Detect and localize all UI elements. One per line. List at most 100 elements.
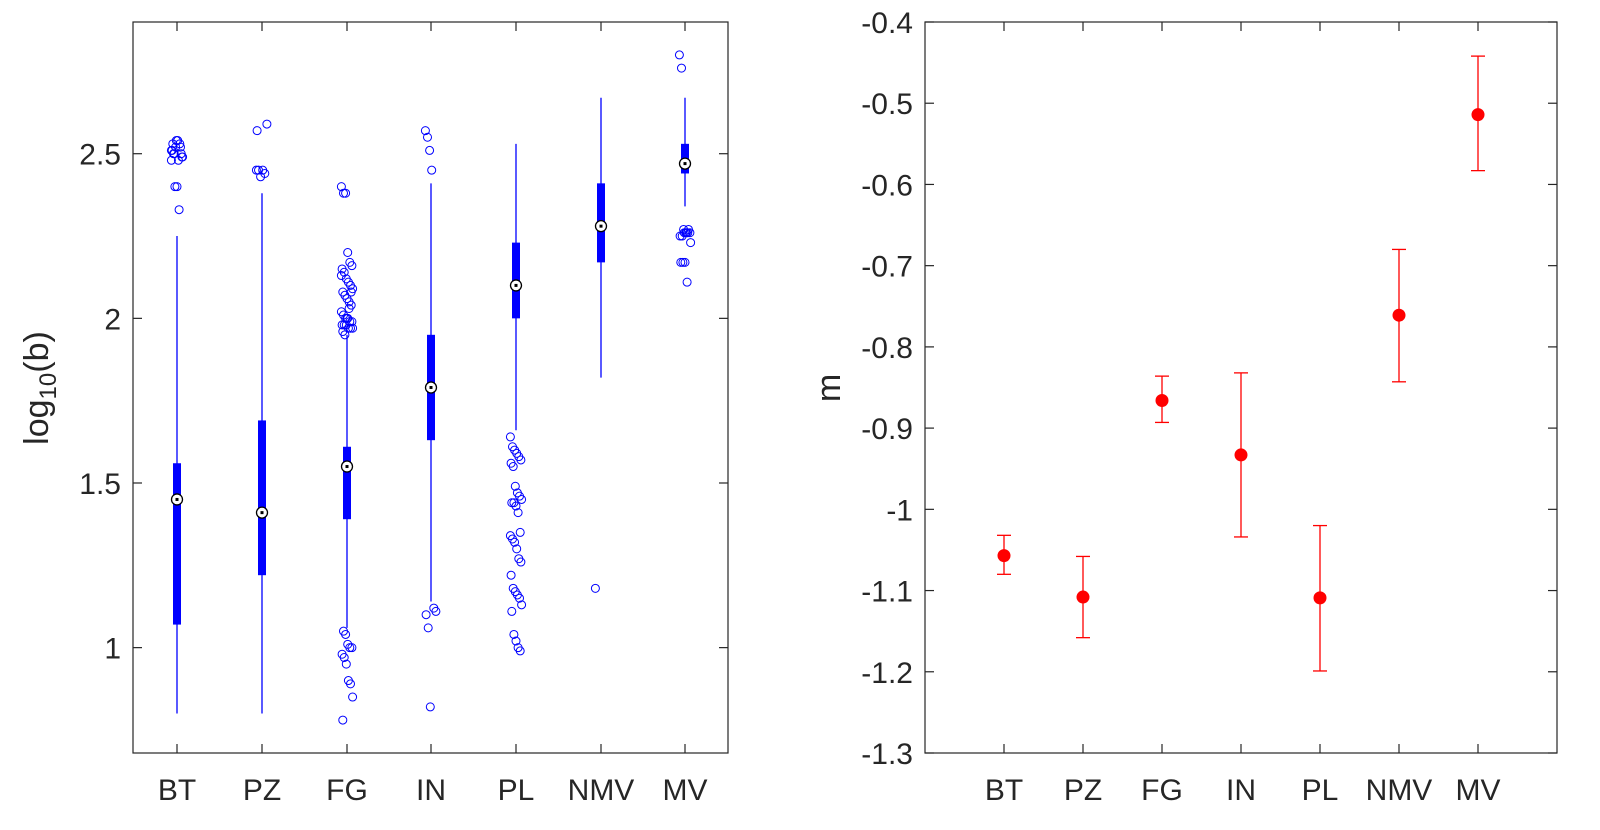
box: [173, 463, 181, 625]
outlier: [423, 623, 433, 633]
outlier: [346, 323, 355, 333]
x-tick-label: IN: [1226, 774, 1256, 807]
outlier: [423, 132, 432, 142]
outlier: [510, 481, 520, 491]
outlier: [516, 557, 526, 567]
box: [343, 446, 351, 520]
outlier: [336, 271, 346, 281]
outlier: [517, 494, 527, 504]
outlier: [674, 50, 684, 60]
outlier: [336, 182, 346, 192]
y-tick-label: 2: [104, 303, 121, 336]
outlier: [678, 257, 688, 267]
data-point: [1155, 393, 1169, 407]
outlier: [686, 238, 696, 248]
outlier: [509, 629, 519, 639]
outlier: [517, 600, 527, 610]
y-tick-label: -0.4: [861, 7, 913, 40]
box: [258, 420, 266, 576]
outlier: [346, 679, 355, 689]
y-tick-label: -1.3: [861, 738, 913, 771]
outlier: [170, 182, 180, 192]
log-b-boxplot: log10(b) 1 1.5 2 2.5 BT PZ FG IN PL NMV MV: [18, 21, 729, 807]
x-tick-label: PL: [1302, 774, 1339, 807]
y-tick-label: -0.5: [861, 88, 913, 121]
x-tick-label: BT: [158, 774, 196, 807]
outlier: [347, 643, 357, 653]
outlier: [341, 629, 351, 639]
outlier: [340, 330, 350, 340]
outlier: [339, 653, 349, 663]
outlier: [341, 188, 351, 198]
data-point: [997, 549, 1011, 563]
median-dot: [683, 162, 687, 166]
m-errorbar-plot: m -1.3 -1.2 -1.1 -1 -0.9 -0.8 -0.7 -0.6 -0.5 -0.4…: [810, 7, 1558, 807]
outlier: [174, 205, 184, 215]
outlier: [512, 544, 522, 554]
outlier: [260, 168, 270, 178]
data-point: [1313, 591, 1327, 605]
x-tick-label: PZ: [1064, 774, 1102, 807]
outlier: [420, 126, 430, 136]
outlier: [427, 165, 437, 175]
y-tick-label: -0.8: [861, 332, 913, 365]
outlier: [505, 432, 515, 442]
outlier: [176, 142, 185, 152]
outlier: [506, 570, 516, 580]
x-tick-label: PZ: [243, 774, 281, 807]
outlier: [344, 303, 354, 313]
outlier: [166, 145, 176, 155]
outlier: [684, 224, 693, 234]
outlier: [511, 501, 521, 511]
outlier: [590, 583, 600, 593]
y-axis-label-subscript: 10: [35, 373, 62, 400]
outlier: [346, 287, 356, 297]
data-point: [1471, 108, 1485, 122]
y-axis-label-rest: (b): [18, 331, 56, 373]
outlier: [516, 455, 526, 465]
y-tick-label: -0.6: [861, 169, 913, 202]
outlier: [169, 149, 179, 159]
x-tick-label: BT: [985, 774, 1023, 807]
median-dot: [599, 224, 603, 228]
y-tick-label: 1.5: [79, 468, 121, 501]
y-axis-label-m: m: [810, 374, 848, 402]
data-point: [1234, 448, 1248, 462]
outlier: [348, 323, 358, 333]
outlier: [168, 139, 178, 149]
outlier: [676, 257, 686, 267]
y-tick-label: 2.5: [79, 139, 121, 172]
data-point: [1392, 308, 1406, 322]
outlier: [515, 527, 525, 537]
x-tick-label: MV: [1456, 774, 1501, 807]
outlier: [343, 247, 353, 257]
outlier: [176, 149, 186, 159]
outlier: [682, 277, 692, 287]
y-axis-label-log-b: log10(b): [18, 331, 62, 445]
outlier: [510, 537, 520, 547]
outlier: [677, 63, 686, 73]
outlier: [251, 165, 261, 175]
outlier: [348, 692, 358, 702]
outlier: [508, 462, 518, 472]
y-tick-label: -1: [886, 494, 913, 527]
median-dot: [514, 283, 518, 287]
x-tick-label: FG: [1141, 774, 1183, 807]
data-point: [1076, 590, 1090, 604]
outlier: [425, 702, 435, 712]
outlier: [515, 646, 525, 656]
outlier: [345, 643, 355, 653]
y-tick-label: -0.7: [861, 251, 913, 284]
outlier: [680, 257, 690, 267]
x-tick-label: PL: [498, 774, 535, 807]
y-tick-label: -0.9: [861, 413, 913, 446]
outlier: [172, 182, 182, 192]
x-tick-label: IN: [416, 774, 446, 807]
outlier: [341, 659, 351, 669]
outlier: [347, 261, 357, 271]
x-tick-label: NMV: [568, 774, 635, 807]
median-dot: [429, 386, 433, 389]
outlier: [339, 188, 348, 198]
x-tick-label: MV: [663, 774, 708, 807]
